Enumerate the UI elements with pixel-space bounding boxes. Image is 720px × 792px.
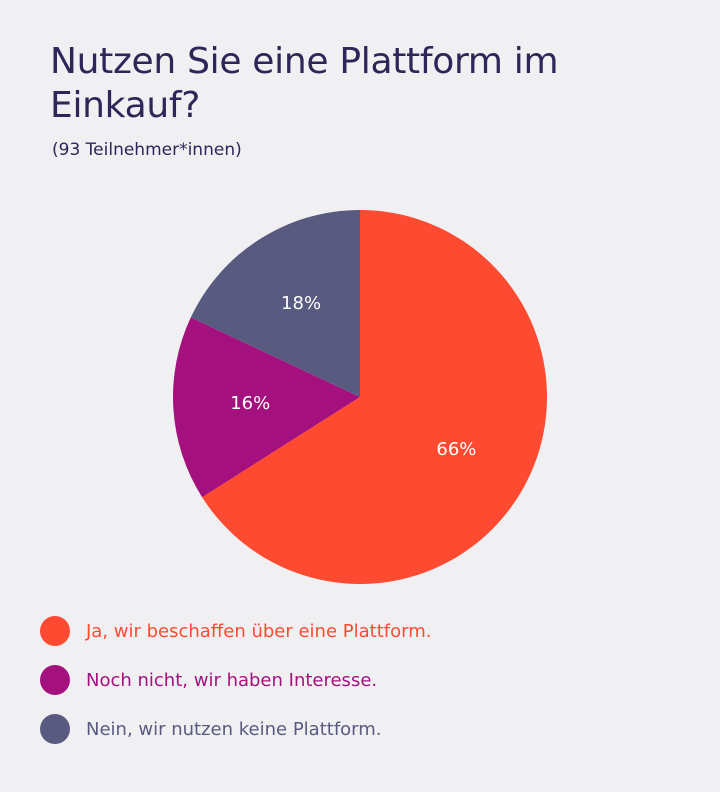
legend-swatch-icon — [40, 616, 70, 646]
chart-title: Nutzen Sie eine Plattform im Einkauf? — [50, 41, 559, 126]
chart-legend: Ja, wir beschaffen über eine Plattform. N… — [40, 615, 431, 762]
legend-item-1: Ja, wir beschaffen über eine Plattform. — [40, 615, 431, 647]
pie-slices — [173, 210, 547, 584]
legend-label: Nein, wir nutzen keine Plattform. — [86, 718, 382, 740]
legend-swatch-icon — [40, 714, 70, 744]
pie-chart: 66% 16% 18% — [173, 210, 547, 584]
pie-slice-1 — [202, 210, 547, 584]
pie-slice-label-3: 18% — [281, 293, 321, 314]
pie-slice-2 — [173, 317, 360, 498]
pie-slice-label-1: 66% — [436, 439, 476, 460]
pie-slice-labels: 66% 16% 18% — [230, 293, 476, 460]
legend-swatch-icon — [40, 665, 70, 695]
legend-item-2: Noch nicht, wir haben Interesse. — [40, 664, 431, 696]
chart-subtitle: (93 Teilnehmer*innen) — [52, 140, 242, 160]
legend-label: Noch nicht, wir haben Interesse. — [86, 669, 378, 691]
legend-label: Ja, wir beschaffen über eine Plattform. — [86, 620, 432, 642]
pie-slice-label-2: 16% — [230, 393, 270, 414]
pie-slice-3 — [190, 210, 360, 397]
legend-item-3: Nein, wir nutzen keine Plattform. — [40, 713, 431, 745]
